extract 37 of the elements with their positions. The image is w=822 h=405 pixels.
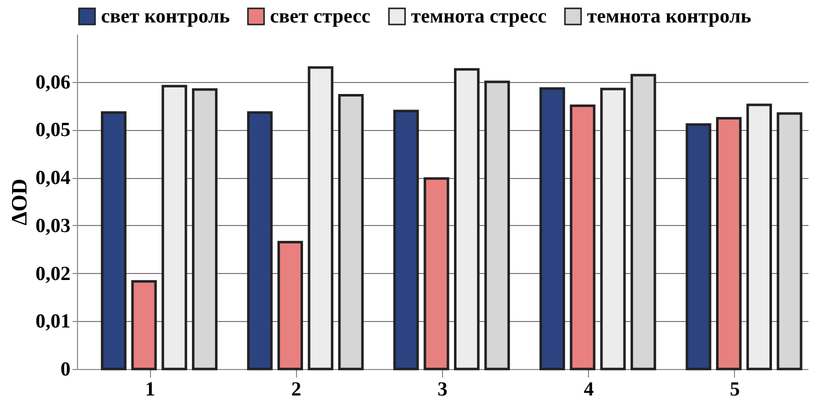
legend-label: темнота контроль [587,5,752,28]
legend-label: темнота стресс [411,5,547,28]
bar [247,111,273,370]
x-tick-label: 4 [584,378,594,400]
bar [570,104,596,370]
x-tick-label: 2 [291,378,302,400]
bar [338,94,364,370]
bar [277,240,304,370]
bar [454,68,480,370]
bar [131,280,157,370]
x-tick-label: 5 [730,378,740,400]
bar [776,112,802,370]
bar [308,66,334,370]
bar [686,123,712,370]
bar [630,74,656,370]
y-tick-label: 0,01 [36,310,70,333]
bar [192,88,218,370]
legend-label: свет стресс [270,5,370,28]
bar [393,110,419,370]
bar [600,88,626,370]
bar [539,87,566,370]
bar [100,111,126,370]
bar [746,104,772,370]
y-tick-label: 0,03 [36,214,70,237]
y-tick-label: 0,05 [36,119,70,142]
legend-label: свет контроль [101,5,230,28]
bar [716,116,742,370]
y-tick-label: 0,02 [36,262,70,285]
y-tick-label: 0,04 [36,167,70,190]
x-tick-label: 3 [438,378,448,400]
x-tick-label: 1 [145,378,156,400]
bar [484,80,510,370]
bar [162,84,188,370]
bar [424,177,450,370]
y-tick-label: 0,06 [36,71,70,94]
y-axis-title: ΔOD [6,178,32,226]
y-tick-label: 0 [60,358,70,380]
